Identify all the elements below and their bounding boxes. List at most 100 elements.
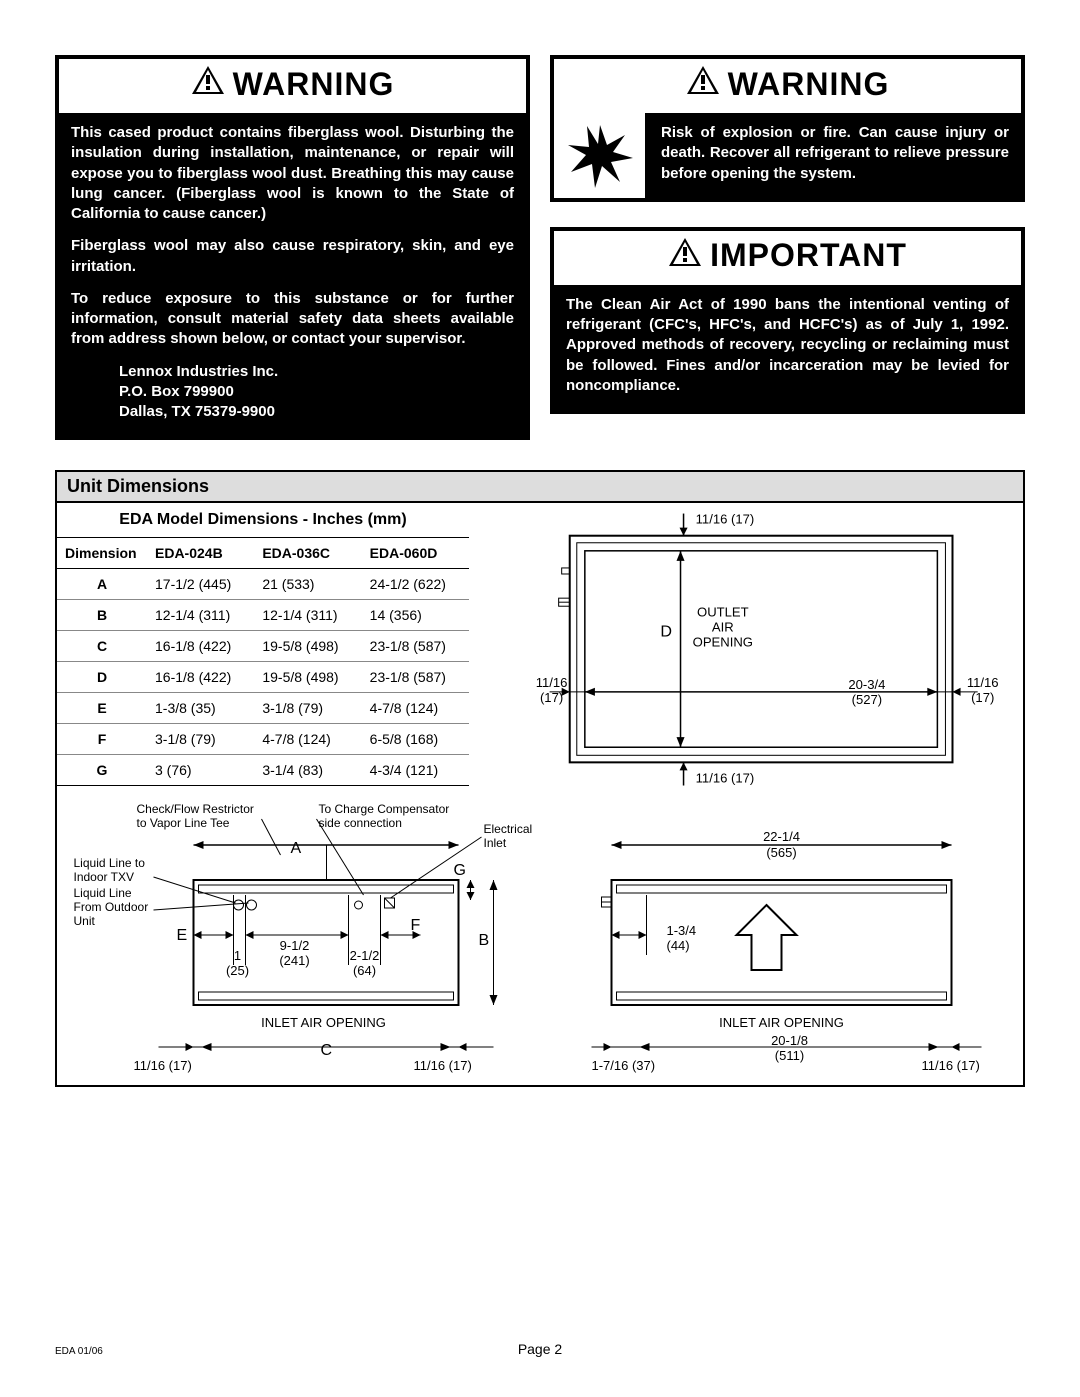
table-cell: E — [57, 693, 147, 724]
svg-text:AIR: AIR — [712, 620, 734, 635]
addr-line-3: Dallas, TX 75379-9900 — [119, 403, 275, 420]
table-cell: 12-1/4 (311) — [254, 600, 361, 631]
table-cell: 23-1/8 (587) — [362, 631, 469, 662]
doc-id: EDA 01/06 — [55, 1346, 103, 1357]
table-cell: 3-1/4 (83) — [254, 755, 361, 786]
svg-text:(527): (527) — [852, 692, 883, 707]
warning-1-title: WARNING — [233, 66, 395, 103]
dimensions-wrap: EDA Model Dimensions - Inches (mm) Dimen… — [57, 503, 1023, 795]
svg-text:11/16 (17): 11/16 (17) — [414, 1058, 472, 1073]
section-header: Unit Dimensions — [55, 470, 1025, 501]
svg-text:To Charge Compensator: To Charge Compensator — [319, 802, 450, 816]
table-cell: 17-1/2 (445) — [147, 569, 254, 600]
table-cell: C — [57, 631, 147, 662]
warning-2-header: WARNING — [554, 59, 1021, 113]
svg-text:A: A — [291, 840, 302, 857]
table-cell: 6-5/8 (168) — [362, 724, 469, 755]
table-cell: G — [57, 755, 147, 786]
svg-text:(241): (241) — [279, 953, 309, 968]
lbl-bottom: 11/16 (17) — [696, 771, 755, 786]
table-cell: D — [57, 662, 147, 693]
explosion-icon-cell — [554, 113, 649, 198]
important-title: IMPORTANT — [710, 237, 907, 274]
table-cell: 21 (533) — [254, 569, 361, 600]
warning-icon — [191, 65, 225, 103]
svg-text:INLET AIR OPENING: INLET AIR OPENING — [719, 1015, 844, 1030]
warning-2-body-wrap: Risk of explosion or fire. Can cause inj… — [554, 113, 1021, 198]
right-column: WARNING Risk of explosion or fire. Can c… — [550, 55, 1025, 465]
svg-text:2-1/2: 2-1/2 — [350, 948, 380, 963]
page-columns: WARNING This cased product contains fibe… — [55, 55, 1025, 465]
explosion-icon — [565, 120, 635, 190]
svg-text:INLET AIR OPENING: INLET AIR OPENING — [261, 1015, 386, 1030]
svg-text:9-1/2: 9-1/2 — [280, 938, 310, 953]
svg-text:Electrical: Electrical — [484, 822, 533, 836]
svg-text:1-7/16 (37): 1-7/16 (37) — [592, 1058, 656, 1073]
svg-text:22-1/4: 22-1/4 — [763, 829, 800, 844]
lbl-d: D — [660, 623, 672, 641]
dimensions-table-col: EDA Model Dimensions - Inches (mm) Dimen… — [57, 503, 469, 795]
warning-1-p3: To reduce exposure to this substance or … — [71, 289, 514, 350]
svg-text:11/16: 11/16 — [536, 675, 568, 690]
svg-text:(511): (511) — [775, 1048, 804, 1063]
table-cell: B — [57, 600, 147, 631]
svg-text:11/16 (17): 11/16 (17) — [922, 1058, 980, 1073]
table-cell: 19-5/8 (498) — [254, 631, 361, 662]
warning-1-p1: This cased product contains fiberglass w… — [71, 123, 514, 224]
warning-1-header: WARNING — [59, 59, 526, 113]
svg-text:B: B — [479, 932, 490, 949]
table-cell: 3-1/8 (79) — [254, 693, 361, 724]
svg-text:11/16 (17): 11/16 (17) — [134, 1058, 192, 1073]
warning-icon — [668, 237, 702, 275]
table-cell: 16-1/8 (422) — [147, 662, 254, 693]
svg-text:Liquid Line to: Liquid Line to — [74, 856, 146, 870]
svg-text:F: F — [411, 917, 421, 934]
warning-1-body: This cased product contains fiberglass w… — [59, 113, 526, 436]
warning-1-address: Lennox Industries Inc. P.O. Box 799900 D… — [71, 362, 514, 423]
warning-1-p2: Fiberglass wool may also cause respirato… — [71, 236, 514, 277]
svg-text:C: C — [321, 1042, 333, 1059]
warning-icon — [686, 65, 720, 103]
svg-text:From Outdoor: From Outdoor — [74, 900, 149, 914]
svg-text:side connection: side connection — [319, 816, 402, 830]
svg-text:20-1/8: 20-1/8 — [771, 1033, 808, 1048]
table-cell: 3 (76) — [147, 755, 254, 786]
svg-text:Check/Flow Restrictor: Check/Flow Restrictor — [137, 802, 254, 816]
svg-text:Inlet: Inlet — [484, 836, 507, 850]
page-footer: EDA 01/06 Page 2 — [0, 1346, 1080, 1357]
page-number: Page 2 — [518, 1341, 562, 1357]
warning-2-title: WARNING — [728, 66, 890, 103]
svg-text:OUTLET: OUTLET — [697, 605, 749, 620]
dimensions-table: Dimension EDA-024B EDA-036C EDA-060D A17… — [57, 538, 469, 786]
section-body: EDA Model Dimensions - Inches (mm) Dimen… — [55, 501, 1025, 1087]
table-row: D16-1/8 (422)19-5/8 (498)23-1/8 (587) — [57, 662, 469, 693]
col-024b: EDA-024B — [147, 538, 254, 569]
warning-box-1: WARNING This cased product contains fibe… — [55, 55, 530, 440]
svg-text:Indoor TXV: Indoor TXV — [74, 870, 134, 884]
svg-text:(17): (17) — [971, 690, 994, 705]
important-body: The Clean Air Act of 1990 bans the inten… — [554, 285, 1021, 410]
up-arrow-icon — [737, 905, 797, 970]
table-header-row: Dimension EDA-024B EDA-036C EDA-060D — [57, 538, 469, 569]
dimensions-table-title: EDA Model Dimensions - Inches (mm) — [57, 503, 469, 538]
warning-2-text: Risk of explosion or fire. Can cause inj… — [661, 123, 1009, 184]
addr-line-2: P.O. Box 799900 — [119, 383, 234, 400]
table-cell: 24-1/2 (622) — [362, 569, 469, 600]
table-cell: A — [57, 569, 147, 600]
svg-text:1-3/4: 1-3/4 — [667, 923, 697, 938]
col-060d: EDA-060D — [362, 538, 469, 569]
svg-text:to Vapor Line Tee: to Vapor Line Tee — [137, 816, 230, 830]
table-cell: 23-1/8 (587) — [362, 662, 469, 693]
warning-box-2: WARNING Risk of explosion or fire. Can c… — [550, 55, 1025, 202]
important-box: IMPORTANT The Clean Air Act of 1990 bans… — [550, 227, 1025, 414]
svg-text:(17): (17) — [540, 690, 563, 705]
svg-text:(565): (565) — [766, 845, 796, 860]
svg-text:(25): (25) — [226, 963, 249, 978]
table-cell: 3-1/8 (79) — [147, 724, 254, 755]
top-view-diagram: 11/16 (17) D OUTLET AIR OPENING — [469, 503, 1023, 795]
table-row: E1-3/8 (35)3-1/8 (79)4-7/8 (124) — [57, 693, 469, 724]
table-cell: F — [57, 724, 147, 755]
table-row: G3 (76)3-1/4 (83)4-3/4 (121) — [57, 755, 469, 786]
svg-text:E: E — [177, 927, 188, 944]
svg-text:Unit: Unit — [74, 914, 96, 928]
